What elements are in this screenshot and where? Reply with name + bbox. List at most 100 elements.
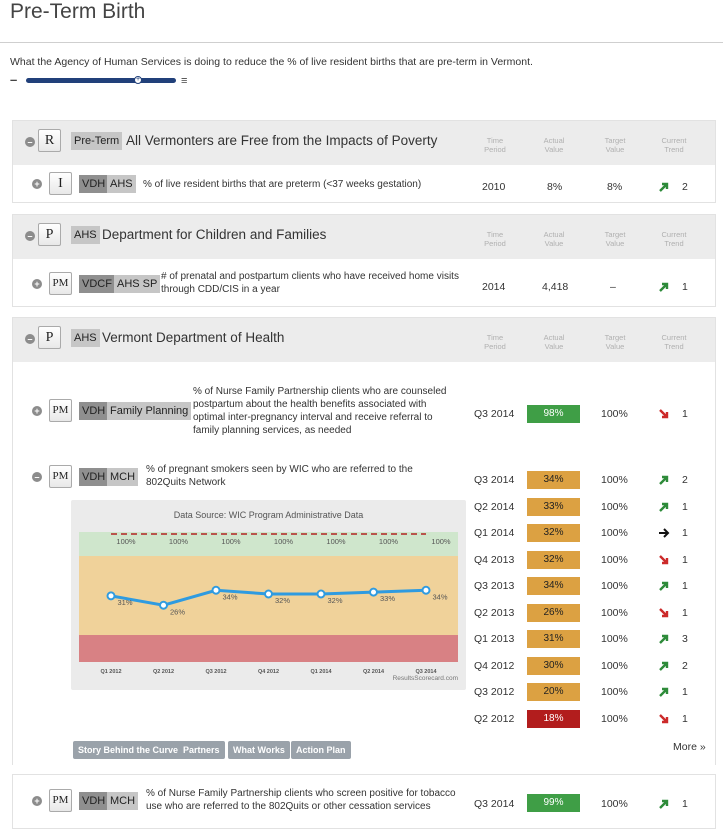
data-label: 32% <box>327 596 342 605</box>
x-tick-label: Q4 2012 <box>258 669 279 675</box>
col-current-trend: Current Trend <box>661 136 687 154</box>
section-title[interactable]: All Vermonters are Free from the Impacts… <box>126 133 438 148</box>
collapse-all-button[interactable]: – <box>10 72 18 87</box>
target-value: 8% <box>607 181 623 193</box>
section-vdh: – P AHS Vermont Department of Health Tim… <box>12 317 716 765</box>
target-value: 100% <box>601 633 628 645</box>
program-badge: P <box>38 223 61 246</box>
data-point <box>106 591 116 601</box>
page-title: Pre-Term Birth <box>10 0 146 23</box>
col-time-period: Time Period <box>484 333 506 351</box>
actual-value: 33% <box>527 497 580 516</box>
measure-badge: PM <box>49 399 72 422</box>
tag-ahs-sp[interactable]: AHS SP <box>114 275 161 293</box>
actual-value: 31% <box>527 630 580 648</box>
trend-up-green-icon <box>659 799 669 809</box>
menu-icon[interactable]: ≡ <box>181 75 188 87</box>
target-value: 100% <box>601 798 628 810</box>
chart-credit: ResultsScorecard.com <box>392 675 458 682</box>
tag-vdcf[interactable]: VDCF <box>79 275 115 293</box>
trend-down-red-icon <box>659 554 669 564</box>
tag-family-planning[interactable]: Family Planning <box>107 402 192 420</box>
target-value: 100% <box>601 686 628 698</box>
target-label: 100% <box>431 537 451 546</box>
tag-mch[interactable]: MCH <box>107 468 139 486</box>
trend-up-green-icon <box>659 687 669 697</box>
time-period: Q3 2014 <box>474 474 515 486</box>
actual-value: 32% <box>527 550 580 569</box>
time-period: Q4 2013 <box>474 553 515 566</box>
expand-icon[interactable]: + <box>32 406 42 416</box>
target-label: 100% <box>379 537 399 546</box>
data-label: 26% <box>170 607 185 616</box>
indicator-badge: I <box>49 172 72 195</box>
actual-value: 20% <box>527 683 580 701</box>
tag-vdh[interactable]: VDH <box>79 402 109 420</box>
col-current-trend: Current Trend <box>661 333 687 351</box>
trend-count: 1 <box>682 281 688 293</box>
tag-ahs[interactable]: AHS <box>71 329 100 347</box>
data-label: 32% <box>275 596 290 605</box>
tag-vdh[interactable]: VDH <box>79 468 109 486</box>
actual-value: 18% <box>527 709 580 728</box>
target-value: 100% <box>601 606 628 619</box>
expand-icon[interactable]: + <box>32 179 42 189</box>
x-tick-label: Q1 2012 <box>100 669 121 675</box>
col-time-period: Time Period <box>484 136 506 154</box>
trend-up-green-icon <box>659 581 669 591</box>
measure-text[interactable]: % of Nurse Family Partnership clients wh… <box>193 386 447 436</box>
slider-handle[interactable]: + <box>134 76 142 84</box>
trend-down-red-icon <box>659 713 669 723</box>
trend-up-green-icon <box>659 182 669 192</box>
collapse-icon[interactable]: – <box>25 137 35 147</box>
data-point <box>264 589 273 599</box>
chart-plot: 100% 100% 100% 100% 100% 100% 100% 31% 26% 34% 32%… <box>79 532 458 675</box>
time-period: Q4 2012 <box>474 659 515 672</box>
story-behind-curve-button[interactable]: Story Behind the Curve <box>73 741 184 759</box>
trend-down-red-icon <box>659 607 669 617</box>
program-badge: P <box>38 326 61 349</box>
section-title[interactable]: Department for Children and Families <box>102 227 327 242</box>
section-dcf: – P AHS Department for Children and Fami… <box>12 214 716 307</box>
measure-text[interactable]: # of prenatal and postpartum clients who… <box>161 271 459 295</box>
time-period: Q1 2014 <box>474 527 515 539</box>
target-value: 100% <box>601 474 628 486</box>
actual-value: 98% <box>527 405 580 423</box>
time-period: Q3 2014 <box>474 408 515 420</box>
measure-text[interactable]: % of Nurse Family Partnership clients wh… <box>146 788 456 812</box>
data-label: 34% <box>432 592 447 601</box>
indicator-text[interactable]: % of live resident births that are prete… <box>143 179 422 190</box>
tag-vdh[interactable]: VDH <box>79 792 109 810</box>
actual-value: 4,418 <box>542 281 569 293</box>
col-current-trend: Current Trend <box>661 230 687 248</box>
collapse-icon[interactable]: – <box>32 472 42 482</box>
what-works-button[interactable]: What Works <box>228 741 290 759</box>
data-label: 34% <box>222 592 237 601</box>
partners-button[interactable]: Partners <box>178 741 225 759</box>
section-title[interactable]: Vermont Department of Health <box>102 330 285 345</box>
tag-mch[interactable]: MCH <box>107 792 139 810</box>
tag-vdh[interactable]: VDH <box>79 175 109 193</box>
col-target-value: Target Value <box>604 136 626 154</box>
collapse-icon[interactable]: – <box>25 231 35 241</box>
tag-ahs[interactable]: AHS <box>71 226 100 244</box>
tag-pre-term[interactable]: Pre-Term <box>71 132 123 150</box>
result-badge: R <box>38 129 61 152</box>
more-link[interactable]: More » <box>673 741 706 753</box>
expand-icon[interactable]: + <box>32 279 42 289</box>
data-label: 33% <box>380 594 395 603</box>
expand-icon[interactable]: + <box>32 796 42 806</box>
actual-value: 99% <box>527 794 580 812</box>
trend-count: 3 <box>682 633 688 645</box>
data-point <box>316 589 326 599</box>
target-label: 100% <box>221 537 241 546</box>
action-plan-button[interactable]: Action Plan <box>291 741 351 759</box>
collapse-icon[interactable]: – <box>25 334 35 344</box>
measure-text[interactable]: % of pregnant smokers seen by WIC who ar… <box>146 464 413 488</box>
tag-ahs[interactable]: AHS <box>107 175 136 193</box>
trend-chart[interactable]: Data Source: WIC Program Administrative … <box>71 500 466 690</box>
trend-count: 1 <box>682 712 688 725</box>
zoom-slider[interactable] <box>26 78 176 83</box>
band-green <box>79 532 458 556</box>
target-value: 100% <box>601 527 628 539</box>
